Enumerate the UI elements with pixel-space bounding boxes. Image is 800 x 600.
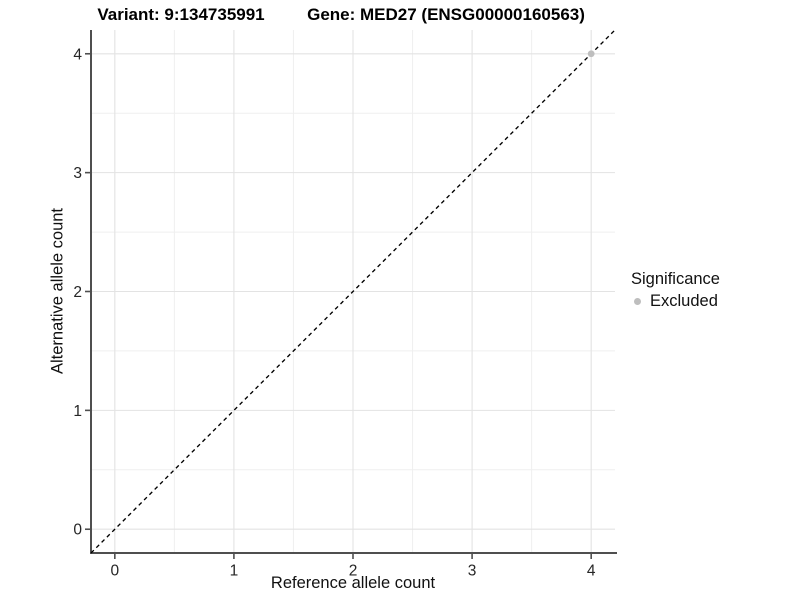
y-axis-title: Alternative allele count [48,207,67,375]
legend-item-excluded: Excluded [631,292,720,310]
plot-title-gene: Gene: MED27 (ENSG00000160563) [307,5,585,24]
x-tick-label: 3 [468,563,477,580]
y-tick-label: 2 [73,284,82,301]
x-tick-label: 2 [349,563,358,580]
identity-reference-line [90,29,616,554]
data-point-excluded [587,50,595,58]
x-tick-label: 1 [230,563,239,580]
excluded-marker-icon [634,297,641,305]
x-tick-label: 0 [111,563,120,580]
y-tick-label: 0 [73,522,82,539]
legend-title: Significance [631,270,720,288]
y-tick-label: 4 [73,46,82,63]
y-tick-label: 3 [73,165,82,182]
x-axis-title: Reference allele count [270,574,436,592]
x-tick-label: 4 [587,563,596,580]
legend: Significance Excluded [631,269,720,310]
y-tick-label: 1 [73,403,82,420]
plot-title-variant: Variant: 9:134735991 [97,5,265,24]
legend-item-label: Excluded [650,292,718,310]
